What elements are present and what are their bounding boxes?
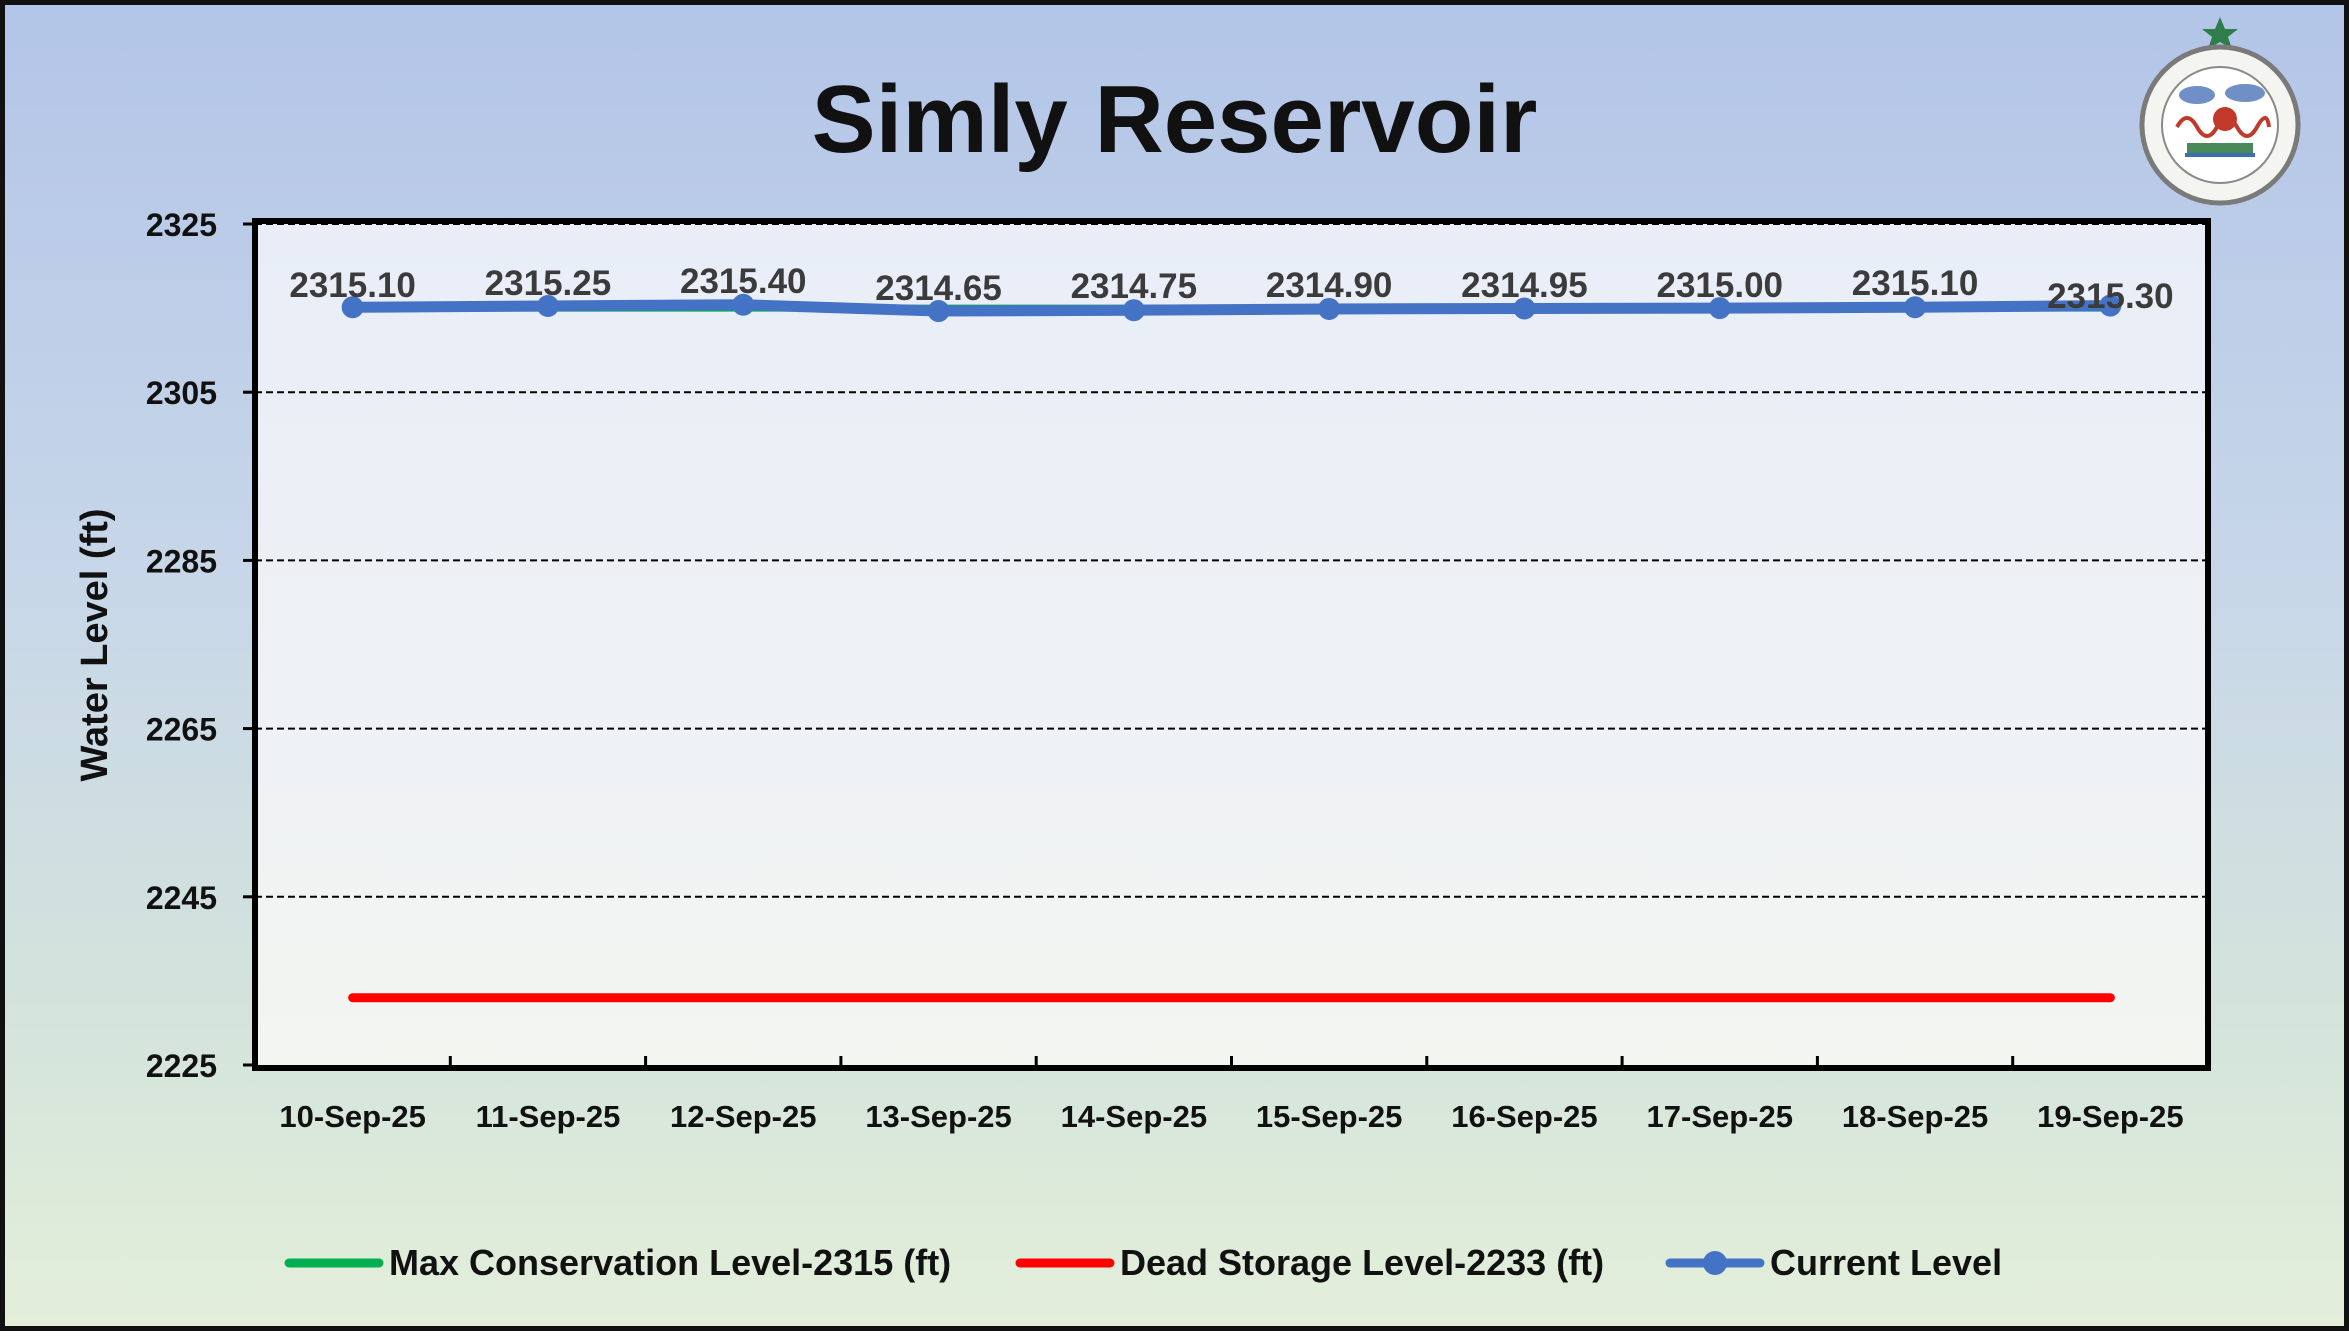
y-axis-label: Water Level (ft) (74, 508, 116, 781)
data-label: 2314.65 (875, 269, 1002, 308)
x-tick-label: 11-Sep-25 (476, 1099, 621, 1134)
y-tick-label: 2325 (146, 207, 217, 243)
data-label: 2315.25 (485, 264, 612, 303)
y-tick-label: 2225 (146, 1048, 217, 1084)
data-label: 2315.10 (1852, 264, 1979, 303)
data-label: 2315.00 (1656, 266, 1783, 305)
x-tick-label: 10-Sep-25 (279, 1099, 425, 1134)
data-point (927, 300, 950, 323)
data-point (536, 294, 559, 317)
legend-label: Max Conservation Level-2315 (ft) (389, 1242, 951, 1283)
x-tick-label: 16-Sep-25 (1451, 1099, 1597, 1134)
y-tick-label: 2285 (146, 543, 217, 579)
data-point (1904, 296, 1927, 319)
legend-label: Current Level (1770, 1242, 2002, 1283)
data-label: 2315.40 (680, 262, 807, 301)
x-tick-label: 19-Sep-25 (2037, 1099, 2183, 1134)
legend-marker (1703, 1251, 1727, 1275)
legend-label: Dead Storage Level-2233 (ft) (1120, 1242, 1604, 1283)
data-point (732, 293, 755, 316)
data-label: 2314.75 (1071, 267, 1198, 306)
data-point (1708, 297, 1731, 320)
x-tick-label: 13-Sep-25 (865, 1099, 1011, 1134)
data-point (1513, 297, 1536, 320)
y-tick-label: 2305 (146, 375, 217, 411)
data-label: 2314.90 (1266, 266, 1393, 305)
data-point (341, 296, 364, 319)
series-line (347, 299, 2116, 317)
pmd-seal-logo-icon (2139, 17, 2301, 206)
data-label: 2314.95 (1461, 266, 1588, 305)
x-tick-label: 14-Sep-25 (1061, 1099, 1207, 1134)
chart-title: Simly Reservoir (811, 66, 1538, 173)
x-tick-label: 18-Sep-25 (1842, 1099, 1988, 1134)
x-tick-label: 17-Sep-25 (1647, 1099, 1793, 1134)
data-point (2099, 294, 2122, 317)
data-label: 2315.10 (289, 266, 416, 305)
x-tick-label: 15-Sep-25 (1256, 1099, 1402, 1134)
data-point (1318, 297, 1341, 320)
plot-area (252, 218, 2211, 1071)
data-label: 2315.30 (2047, 277, 2174, 316)
data-point (1122, 299, 1145, 322)
chart-svg: 2225 2245 2265 2285 2305 2325 10-Sep-25 11-Sep… (74, 207, 2211, 1283)
y-tick-label: 2245 (146, 880, 217, 916)
y-tick-label: 2265 (146, 712, 217, 748)
x-tick-label: 12-Sep-25 (670, 1099, 816, 1134)
